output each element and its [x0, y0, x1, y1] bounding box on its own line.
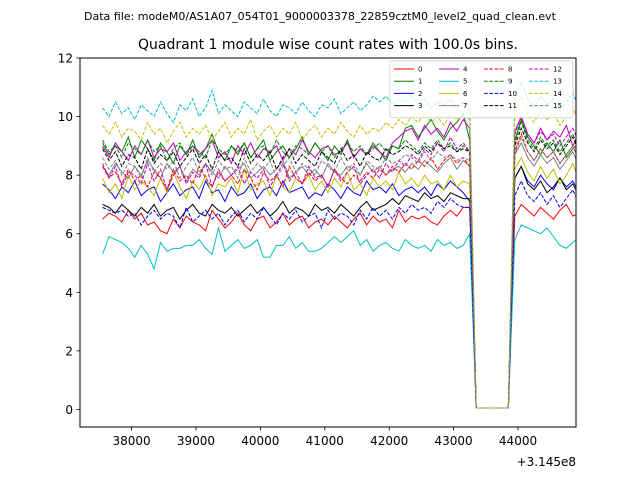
y-tick-label: 4 [65, 286, 73, 300]
legend-label-6: 6 [463, 90, 468, 98]
legend-label-11: 11 [508, 102, 517, 110]
series-line-5 [102, 224, 576, 409]
series-line-4 [102, 115, 576, 409]
y-tick-label: 12 [58, 52, 73, 66]
y-tick-label: 10 [58, 110, 73, 124]
x-axis: 38000 39000 40000 41000 42000 43000 44000 [112, 427, 537, 448]
series-line-13 [102, 79, 576, 409]
legend-label-1: 1 [418, 78, 422, 86]
x-tick-label: 40000 [241, 434, 279, 448]
legend-label-15: 15 [553, 102, 562, 110]
legend-label-2: 2 [418, 90, 422, 98]
legend-frame [389, 60, 574, 119]
series-line-8 [102, 132, 576, 409]
figure-suptitle: Data file: modeM0/AS1A07_054T01_90000033… [84, 10, 557, 23]
y-tick-label: 2 [65, 344, 73, 358]
legend-label-7: 7 [463, 102, 467, 110]
chart-title: Quadrant 1 module wise count rates with … [138, 37, 518, 53]
series-line-2 [102, 165, 576, 409]
series-line-14 [102, 94, 576, 409]
series-line-9 [102, 120, 576, 409]
legend-label-5: 5 [463, 78, 467, 86]
x-tick-label: 44000 [499, 434, 537, 448]
legend-label-9: 9 [508, 78, 512, 86]
x-tick-label: 38000 [112, 434, 150, 448]
axes-frame [79, 57, 577, 428]
y-axis: 0 2 4 6 8 10 12 [58, 52, 80, 417]
x-tick-label: 43000 [435, 434, 473, 448]
series-line-7 [102, 141, 576, 409]
x-offset-label: +3.145e8 [517, 455, 576, 469]
y-tick-label: 0 [65, 403, 73, 417]
legend-label-8: 8 [508, 66, 512, 74]
series-line-3 [102, 165, 576, 409]
legend-label-10: 10 [508, 90, 517, 98]
series-layer [102, 79, 576, 409]
x-tick-label: 41000 [306, 434, 344, 448]
legend-label-13: 13 [553, 78, 562, 86]
series-line-15 [102, 135, 576, 409]
series-line-0 [102, 203, 576, 409]
legend-label-14: 14 [553, 90, 562, 98]
legend-label-4: 4 [463, 66, 468, 74]
legend-label-0: 0 [418, 66, 422, 74]
series-line-11 [102, 126, 576, 409]
x-tick-label: 42000 [370, 434, 408, 448]
series-line-6 [102, 156, 576, 409]
series-line-12 [102, 115, 576, 409]
x-tick-label: 39000 [177, 434, 215, 448]
legend-label-12: 12 [553, 66, 562, 74]
y-tick-label: 6 [65, 227, 73, 241]
legend-label-3: 3 [418, 102, 422, 110]
y-tick-label: 8 [65, 169, 73, 183]
